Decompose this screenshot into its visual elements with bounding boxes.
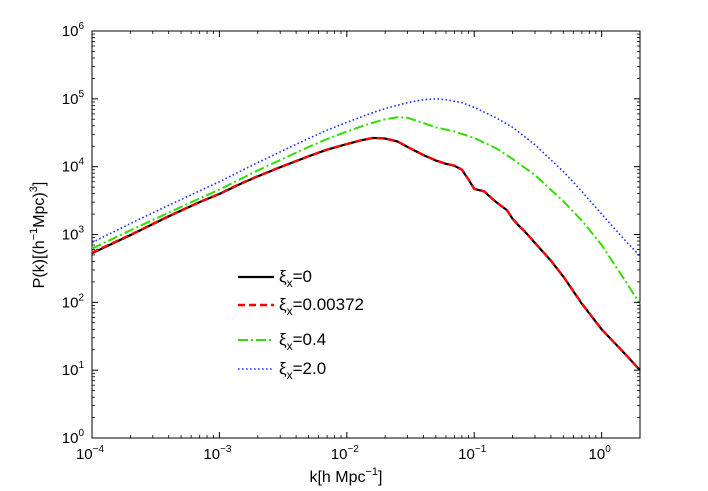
x-tick-label: 100 bbox=[589, 444, 612, 463]
legend-label-xi-0.4: ξx=0.4 bbox=[279, 330, 326, 353]
legend-label-xi-0.00372: ξx=0.00372 bbox=[279, 295, 364, 318]
legend: ξx=0 ξx=0.00372 ξx=0.4 ξx=2.0 bbox=[238, 267, 364, 382]
plot-area bbox=[91, 30, 641, 439]
legend-entry-xi-0.4: ξx=0.4 bbox=[238, 330, 326, 353]
y-tick-label: 103 bbox=[62, 225, 85, 244]
ticks-layer: 10−4 10−3 10−2 10−1 100 100 101 102 103 104 105 106 bbox=[62, 21, 640, 463]
y-axis-label: P(k)[(h−1Mpc)3] bbox=[28, 182, 48, 289]
x-tick-label: 10−3 bbox=[203, 444, 232, 463]
y-tick-label: 105 bbox=[62, 89, 85, 108]
series-line-1 bbox=[91, 136, 641, 371]
legend-label-xi-0: ξx=0 bbox=[279, 267, 312, 290]
y-tick-label: 100 bbox=[62, 428, 85, 447]
y-tick-label: 102 bbox=[62, 292, 85, 311]
x-axis-label: k[h Mpc−1] bbox=[309, 466, 382, 486]
x-tick-label: 10−2 bbox=[331, 444, 360, 463]
y-tick-label: 106 bbox=[62, 21, 85, 40]
x-tick-label: 10−1 bbox=[458, 444, 487, 463]
legend-entry-xi-0.00372: ξx=0.00372 bbox=[238, 295, 364, 318]
legend-label-xi-2.0: ξx=2.0 bbox=[279, 359, 326, 382]
legend-entry-xi-0: ξx=0 bbox=[238, 267, 312, 290]
series-line-2 bbox=[91, 116, 641, 305]
legend-entry-xi-2.0: ξx=2.0 bbox=[238, 359, 326, 382]
y-tick-label: 104 bbox=[62, 157, 85, 176]
y-tick-label: 101 bbox=[62, 360, 85, 379]
x-tick-label: 10−4 bbox=[76, 444, 105, 463]
series-line-3 bbox=[91, 98, 641, 257]
series-layer bbox=[91, 98, 641, 371]
